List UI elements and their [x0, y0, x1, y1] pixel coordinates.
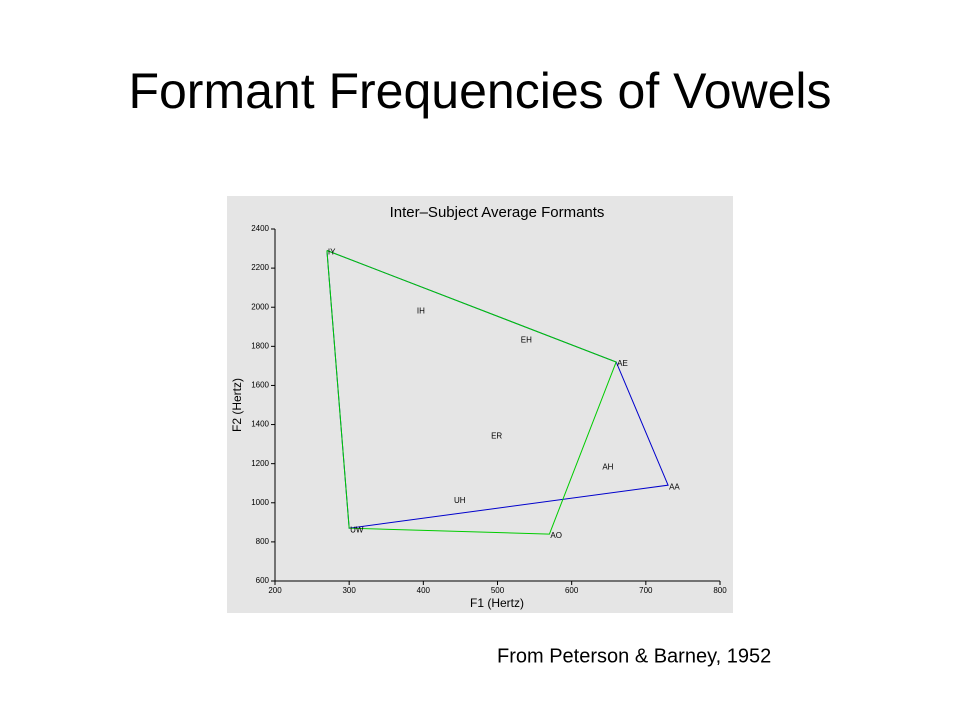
y-tick-label: 800	[256, 537, 270, 546]
x-tick-label: 200	[268, 586, 282, 595]
plot-area: 200 300 400 500 600 700 800 600 800 1000 1200 1400 1…	[251, 224, 727, 595]
vowel-label: AO	[550, 531, 562, 540]
chart-panel	[227, 196, 733, 613]
vowel-label: AE	[617, 359, 628, 368]
vowel-label: UH	[454, 496, 466, 505]
slide-title: Formant Frequencies of Vowels	[128, 63, 831, 119]
y-tick-label: 1800	[251, 341, 269, 350]
x-tick-label: 300	[342, 586, 356, 595]
y-tick-label: 1000	[251, 498, 269, 507]
vowel-label: ER	[491, 431, 502, 440]
y-tick-label: 600	[256, 576, 270, 585]
vowel-label: AA	[669, 482, 680, 491]
polygon-line	[326, 250, 617, 535]
x-tick-label: 800	[713, 586, 727, 595]
vowel-label: IH	[417, 306, 425, 315]
vowel-label: UW	[350, 525, 364, 534]
y-tick-label: 2000	[251, 302, 269, 311]
x-tick-label: 400	[417, 586, 431, 595]
x-tick-label: 600	[565, 586, 579, 595]
vowel-label: EH	[521, 336, 532, 345]
y-axis-label: F2 (Hertz)	[230, 378, 244, 432]
y-tick-label: 2200	[251, 263, 269, 272]
chart-title: Inter–Subject Average Formants	[390, 204, 605, 221]
x-tick-label: 700	[639, 586, 653, 595]
y-tick-label: 2400	[251, 224, 269, 233]
y-tick-label: 1600	[251, 381, 269, 390]
y-tick-label: 1200	[251, 459, 269, 468]
vowel-label: AH	[602, 463, 613, 472]
y-tick-label: 1400	[251, 420, 269, 429]
x-axis-label: F1 (Hertz)	[470, 596, 524, 610]
source-note: From Peterson & Barney, 1952	[497, 645, 771, 667]
vowel-label: IY	[328, 248, 336, 257]
x-tick-label: 500	[491, 586, 505, 595]
